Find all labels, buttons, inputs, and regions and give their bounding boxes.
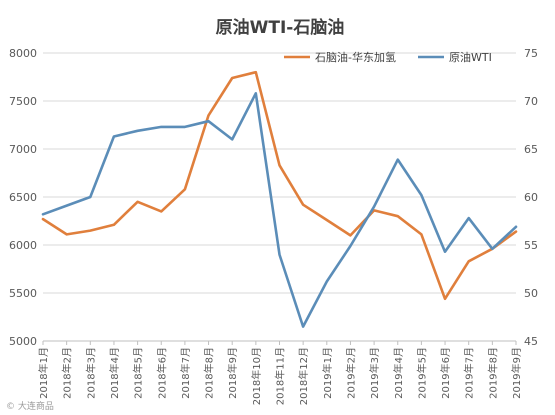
- x-tick-label: 2018年12月: [297, 347, 310, 405]
- x-tick-label: 2019年1月: [321, 347, 334, 399]
- x-tick-label: 2018年4月: [108, 347, 121, 399]
- x-tick-label: 2018年1月: [37, 347, 50, 399]
- y-left-tick-label: 8000: [9, 47, 37, 60]
- watermark: © 大连商品: [6, 400, 54, 412]
- gridlines: [43, 52, 516, 342]
- y-left-tick-label: 6000: [9, 239, 37, 252]
- x-axis: 2018年1月 2018年2月 2018年3月 2018年4月 2018年5月 2018年…: [37, 341, 523, 405]
- x-tick-label: 2018年10月: [250, 347, 263, 405]
- y-axis-left: 5000 5500 6000 6500 7000 7500 8000: [9, 47, 37, 348]
- chart-title: 原油WTI-石脑油: [216, 17, 345, 38]
- x-tick-label: 2018年7月: [179, 347, 192, 399]
- x-tick-label: 2018年8月: [203, 347, 216, 399]
- y-left-tick-label: 5500: [9, 287, 37, 300]
- y-left-tick-label: 7000: [9, 143, 37, 156]
- x-tick-label: 2018年3月: [84, 347, 97, 399]
- x-tick-label: 2019年5月: [415, 347, 428, 399]
- legend-label-2: 原油WTI: [449, 50, 492, 64]
- y-right-tick-label: 65: [524, 143, 538, 156]
- y-axis-right: 45 50 55 60 65 70 75: [524, 47, 538, 348]
- series-line-2: [41, 92, 518, 328]
- y-right-tick-label: 45: [524, 335, 538, 348]
- y-right-tick-label: 55: [524, 239, 538, 252]
- y-left-tick-label: 5000: [9, 335, 37, 348]
- x-tick-label: 2019年2月: [344, 347, 357, 399]
- y-right-tick-label: 50: [524, 287, 538, 300]
- x-tick-label: 2019年3月: [368, 347, 381, 399]
- x-tick-label: 2019年4月: [392, 347, 405, 399]
- series-line-1: [41, 70, 518, 301]
- legend-label-1: 石脑油-华东加氢: [315, 50, 396, 64]
- y-left-tick-label: 6500: [9, 191, 37, 204]
- x-tick-label: 2018年9月: [226, 347, 239, 399]
- x-tick-label: 2019年7月: [463, 347, 476, 399]
- x-tick-label: 2018年6月: [155, 347, 168, 399]
- x-tick-label: 2019年9月: [510, 347, 523, 399]
- y-right-tick-label: 60: [524, 191, 538, 204]
- y-right-tick-label: 70: [524, 95, 538, 108]
- x-tick-label: 2018年2月: [61, 347, 74, 399]
- series-lines: [41, 70, 518, 328]
- x-tick-label: 2018年11月: [274, 347, 287, 405]
- x-tick-label: 2019年6月: [439, 347, 452, 399]
- legend: 石脑油-华东加氢 原油WTI: [284, 50, 492, 64]
- x-tick-label: 2019年8月: [486, 347, 499, 399]
- y-left-tick-label: 7500: [9, 95, 37, 108]
- y-right-tick-label: 75: [524, 47, 538, 60]
- x-tick-label: 2018年5月: [132, 347, 145, 399]
